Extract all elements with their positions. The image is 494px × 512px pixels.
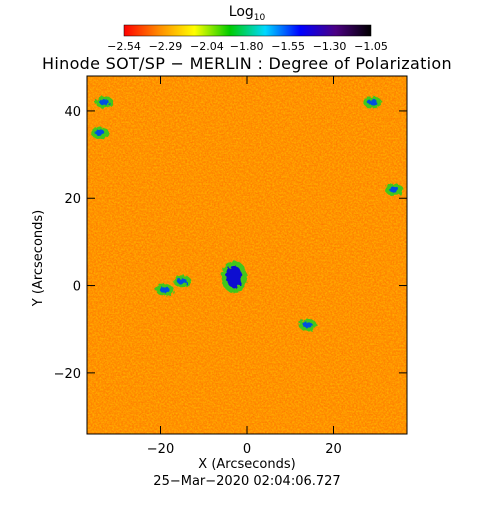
patch-core [177,278,188,285]
x-tick-label: 0 [243,442,251,457]
colorbar-ticks: −2.54 −2.29 −2.04 −1.80 −1.55 −1.30 −1.05 [107,40,388,53]
y-tick-label: 0 [73,280,81,295]
image-red-noise [87,76,407,434]
colorbar-title: Log10 [0,4,494,23]
x-axis-label: X (Arcseconds) [198,457,295,472]
colorbar-tick-label: −2.54 [107,40,141,53]
colorbar-tick-label: −1.30 [313,40,347,53]
patch-core [226,265,243,288]
timestamp: 25−Mar−2020 02:04:06.727 [153,474,341,489]
colorbar-tick-label: −1.80 [230,40,264,53]
colorbar-tick-label: −2.29 [149,40,183,53]
colorbar-tick-label: −1.05 [354,40,388,53]
colorbar-tick-label: −2.04 [190,40,224,53]
patch-core [94,129,105,136]
polarization-patches [90,96,404,331]
patch-core [389,186,400,193]
colorbar-title-main: Log [228,4,254,20]
patch-core [159,286,170,293]
y-tick-label: −20 [54,367,81,382]
x-tick-label: −20 [147,442,174,457]
axes: −20 0 20 −20 0 20 40 [54,76,407,457]
x-tick-label: 20 [325,442,342,457]
y-axis-label: Y (Arcseconds) [31,210,46,307]
chart-title: Hinode SOT/SP − MERLIN : Degree of Polar… [42,54,452,73]
patch-core [367,99,378,106]
patch-core [99,99,110,106]
y-tick-label: 20 [64,192,81,207]
colorbar-tick-label: −1.55 [271,40,305,53]
patch-core [302,321,313,328]
y-tick-label: 40 [64,105,81,120]
colorbar [123,24,372,37]
polarization-image [87,76,407,434]
colorbar-title-sub: 10 [253,12,266,23]
